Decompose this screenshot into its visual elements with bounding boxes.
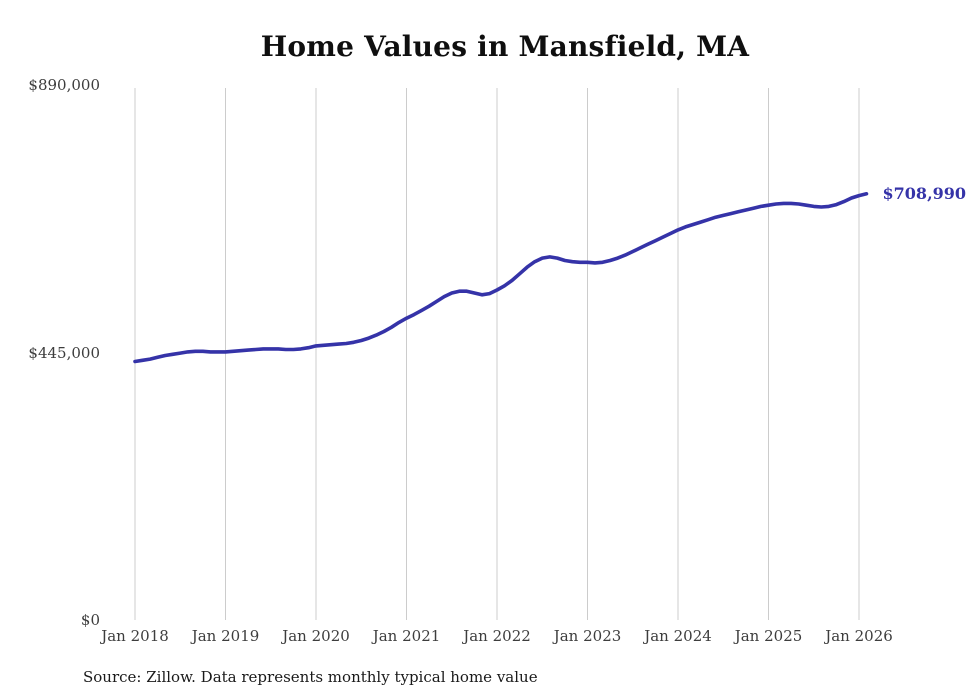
end-value-label: $708,990 (882, 183, 967, 203)
x-axis-tick-label: Jan 2023 (553, 627, 622, 645)
x-axis-tick-label: Jan 2022 (463, 627, 531, 645)
x-axis-tick-label: Jan 2025 (734, 627, 803, 645)
home-value-line (133, 192, 869, 364)
source-note: Source: Zillow. Data represents monthly … (83, 668, 538, 686)
x-axis-tick-label: Jan 2024 (644, 627, 712, 645)
chart-title: Home Values in Mansfield, MA (260, 30, 750, 63)
x-axis-tick-label: Jan 2020 (282, 627, 350, 645)
y-axis-tick-label: $890,000 (28, 76, 100, 94)
y-axis-tick-label: $445,000 (28, 343, 100, 362)
x-axis-tick-label: Jan 2019 (191, 627, 260, 645)
y-axis-tick-label: $0 (80, 611, 100, 629)
x-axis-tick-label: Jan 2021 (372, 627, 441, 645)
x-axis-tick-label: Jan 2026 (825, 627, 893, 645)
x-axis-tick-label: Jan 2018 (101, 627, 169, 645)
